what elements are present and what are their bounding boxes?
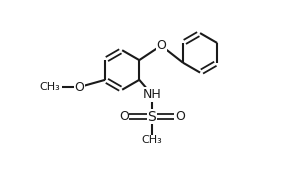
Text: O: O [175,110,185,123]
Text: O: O [119,110,129,123]
Text: O: O [74,81,84,94]
Text: S: S [147,110,156,124]
Text: CH₃: CH₃ [39,82,60,92]
Text: CH₃: CH₃ [141,135,162,145]
Text: O: O [156,39,166,52]
Text: NH: NH [142,88,161,101]
